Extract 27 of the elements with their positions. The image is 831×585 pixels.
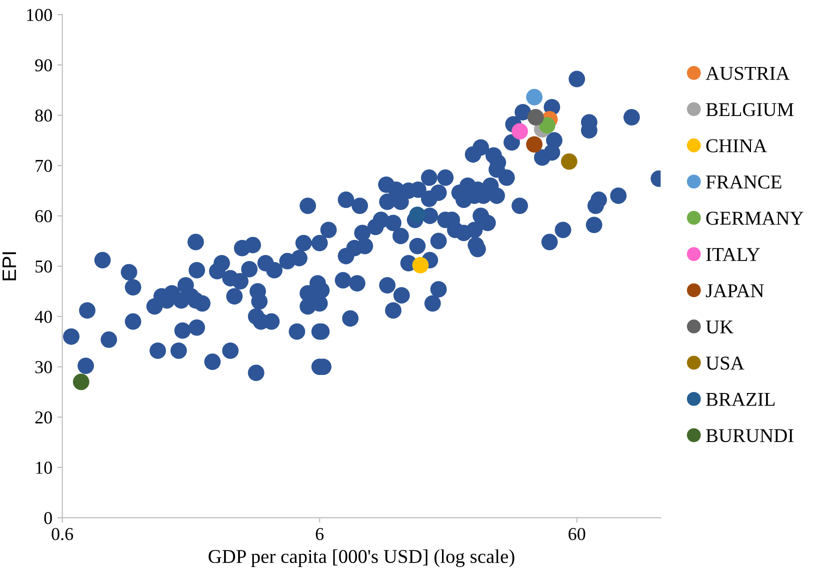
legend-label: BURUNDI xyxy=(706,429,794,442)
legend-label: ITALY xyxy=(706,248,760,261)
y-tick-label: 90 xyxy=(35,59,52,72)
x-tick-label: 6 xyxy=(316,528,324,540)
y-tick-label: 0 xyxy=(44,512,52,524)
y-tick-label: 60 xyxy=(35,210,52,222)
y-axis-title: EPI xyxy=(2,252,16,280)
y-tick-label: 10 xyxy=(36,462,52,474)
x-tick-label: 0.6 xyxy=(52,528,74,540)
y-tick-label: 70 xyxy=(36,160,52,172)
y-tick-label: 40 xyxy=(34,310,52,323)
y-tick-label: 20 xyxy=(35,411,52,424)
legend-label: AUSTRIA xyxy=(706,66,790,80)
legend-label: FRANCE xyxy=(706,176,782,189)
legend-label: UK xyxy=(706,320,734,334)
x-tick-label: 60 xyxy=(568,528,586,540)
legend-label: CHINA xyxy=(706,139,767,152)
x-axis-title: GDP per capita [000's USD] (log scale) xyxy=(208,549,514,568)
legend-label: BRAZIL xyxy=(706,392,775,406)
legend-label: BELGIUM xyxy=(706,103,794,116)
legend-label: JAPAN xyxy=(706,284,764,298)
y-tick-label: 80 xyxy=(35,110,52,122)
y-tick-label: 30 xyxy=(35,361,52,374)
y-tick-label: 100 xyxy=(27,8,52,22)
y-tick-label: 50 xyxy=(36,260,52,273)
legend-label: USA xyxy=(706,356,744,370)
legend-label: GERMANY xyxy=(706,212,804,225)
